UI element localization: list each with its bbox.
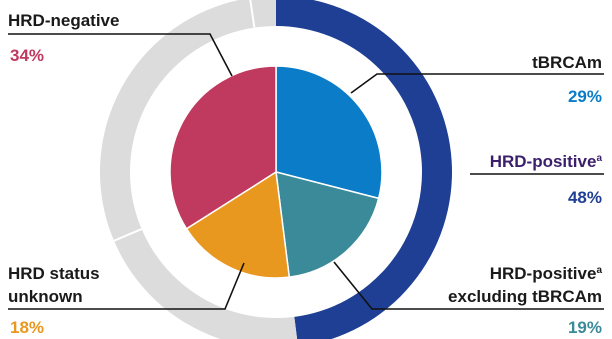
pie-slice-hrd-status-unknown <box>185 171 291 279</box>
label-hrd-positive-text: HRD-positive <box>489 152 597 171</box>
ring-separator <box>249 0 256 28</box>
pie-slice-tbrcam <box>275 65 383 200</box>
label-hrd-positive-excl: HRD-positivea <box>490 263 602 285</box>
pct-tbrcam: 29% <box>567 87 602 106</box>
leader-tbrcam <box>350 73 604 94</box>
pie-slice-hrd-negative <box>169 65 277 230</box>
pct-hrd-positive-excl: 19% <box>567 318 602 337</box>
label-tbrcam: tBRCAm <box>532 53 602 72</box>
ring-separator <box>113 228 142 242</box>
label-hrd-negative: HRD-negative <box>8 11 120 30</box>
leader-hrd-unknown <box>8 262 245 310</box>
label-hrd-positive-excl-line2: excluding tBRCAm <box>448 287 602 306</box>
label-hrd-unknown-line2: unknown <box>8 287 83 306</box>
pct-hrd-positive: 48% <box>567 188 602 207</box>
label-hrd-positive: HRD-positivea <box>490 151 602 173</box>
label-hrd-positive-excl-line1: HRD-positive <box>489 264 597 283</box>
ring-segment-other <box>100 0 298 339</box>
leader-hrd-positive-excl <box>333 261 604 310</box>
leader-hrd-negative <box>8 33 233 77</box>
pct-hrd-negative: 34% <box>10 46 45 65</box>
footnote-marker: a <box>596 153 602 164</box>
pie-slice-hrd-positive-excluding-tbrcam <box>275 171 380 278</box>
pct-hrd-unknown: 18% <box>10 318 45 337</box>
footnote-marker: a <box>596 265 602 276</box>
ring-segment-hrd-positive <box>276 0 452 339</box>
label-hrd-unknown-line1: HRD status <box>8 264 100 283</box>
